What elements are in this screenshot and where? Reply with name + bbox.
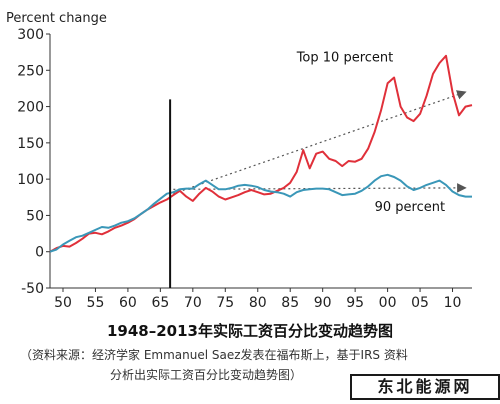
- y-tick-label: 250: [17, 63, 44, 79]
- y-tick-label: 0: [35, 245, 44, 261]
- chart-source-note: （资料来源：经济学家 Emmanuel Saez发表在福布斯上，基于IRS 资料: [20, 348, 408, 362]
- x-tick-label: 75: [216, 295, 234, 310]
- trend-arrow-1: [173, 90, 467, 195]
- y-tick-label: 100: [17, 172, 44, 188]
- x-tick-label: 80: [249, 295, 267, 310]
- x-tick-label: 90: [314, 295, 332, 310]
- y-tick-label: 300: [17, 27, 44, 43]
- top-10-percent-label: Top 10 percent: [296, 51, 394, 66]
- x-tick-label: 00: [379, 295, 397, 310]
- x-tick-label: 85: [281, 295, 299, 310]
- 90-percent-series-line: [49, 173, 472, 253]
- y-tick-label: -50: [21, 281, 44, 297]
- x-tick-label: 60: [119, 295, 137, 310]
- chart-source-note-continued: 分析出实际工资百分比变动趋势图）: [110, 368, 303, 382]
- y-tick-label: 200: [17, 100, 44, 116]
- x-tick-label: 55: [87, 295, 105, 310]
- y-axis-title: Percent change: [6, 11, 107, 26]
- x-tick-label: 10: [444, 295, 462, 310]
- x-tick-label: 70: [184, 295, 202, 310]
- top-10-percent-series-line: [49, 54, 473, 253]
- 90-percent-label: 90 percent: [375, 200, 445, 215]
- chart-caption-title: 1948–2013年实际工资百分比变动趋势图: [107, 322, 393, 340]
- site-watermark: 东北能源网: [350, 374, 500, 400]
- y-tick-label: 50: [26, 208, 44, 224]
- x-tick-label: 95: [346, 295, 364, 310]
- x-tick-label: 65: [151, 295, 169, 310]
- y-tick-label: 150: [17, 136, 44, 152]
- x-tick-label: 50: [54, 295, 72, 310]
- x-tick-label: 05: [411, 295, 429, 310]
